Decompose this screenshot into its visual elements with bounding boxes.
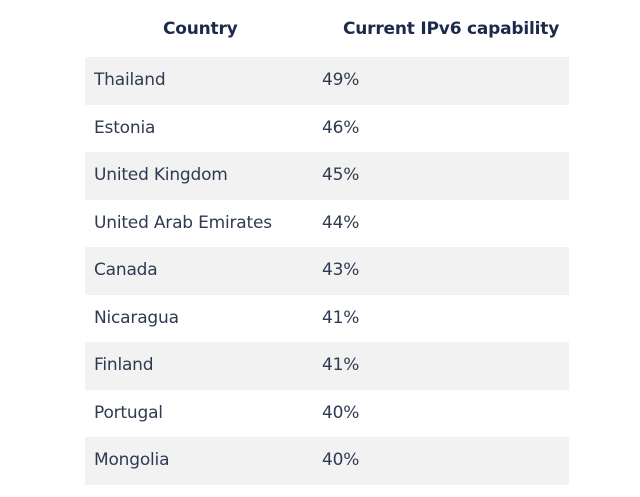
table-row: Finland 41%	[85, 342, 569, 390]
country-cell: United Kingdom	[94, 165, 228, 185]
ipv6-capability-cell: 49%	[322, 70, 360, 90]
table-row: Mongolia 40%	[85, 437, 569, 485]
table-row: Portugal 40%	[85, 390, 569, 438]
ipv6-capability-cell: 41%	[322, 307, 360, 328]
table-body: Thailand 49% Estonia 46% United Kingdom …	[85, 57, 569, 485]
ipv6-capability-cell: 43%	[322, 260, 360, 280]
table-row: Thailand 49%	[85, 57, 569, 105]
ipv6-capability-cell: 45%	[322, 165, 360, 185]
table-row: United Kingdom 45%	[85, 152, 569, 200]
country-cell: United Arab Emirates	[94, 212, 272, 233]
ipv6-capability-cell: 40%	[322, 450, 360, 470]
ipv6-capability-cell: 46%	[322, 117, 360, 138]
country-cell: Finland	[94, 355, 154, 375]
ipv6-capability-cell: 44%	[322, 212, 360, 233]
ipv6-capability-cell: 40%	[322, 402, 360, 423]
table-row: Estonia 46%	[85, 105, 569, 153]
country-cell: Thailand	[94, 70, 166, 90]
country-cell: Portugal	[94, 402, 163, 423]
country-cell: Estonia	[94, 117, 156, 138]
table-header: Country Current IPv6 capability	[0, 0, 640, 57]
table-row: United Arab Emirates 44%	[85, 200, 569, 248]
country-cell: Mongolia	[94, 450, 170, 470]
country-cell: Nicaragua	[94, 307, 179, 328]
table-row: Canada 43%	[85, 247, 569, 295]
ipv6-capability-column-header: Current IPv6 capability	[343, 19, 560, 39]
country-cell: Canada	[94, 260, 158, 280]
ipv6-capability-cell: 41%	[322, 355, 360, 375]
country-column-header: Country	[163, 19, 238, 39]
table-row: Nicaragua 41%	[85, 295, 569, 343]
